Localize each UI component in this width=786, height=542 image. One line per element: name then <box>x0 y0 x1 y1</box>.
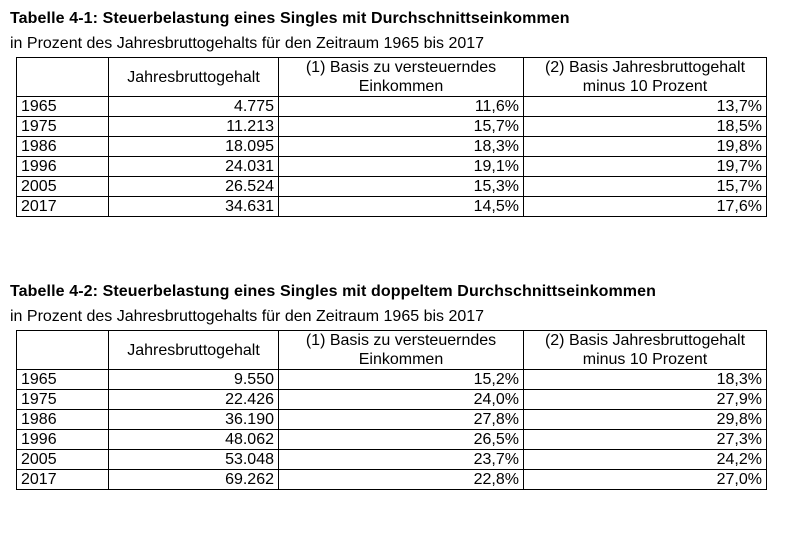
table-row: 1965 4.775 11,6% 13,7% <box>16 96 767 117</box>
basis-1-cell: 18,3% <box>278 136 524 157</box>
basis-1-cell: 24,0% <box>278 389 524 410</box>
basis-1-cell: 26,5% <box>278 429 524 450</box>
basis-1-cell: 19,1% <box>278 156 524 177</box>
table-row: 1975 22.426 24,0% 27,9% <box>16 389 767 410</box>
salary-cell: 24.031 <box>108 156 279 177</box>
header-cell-empty <box>16 330 109 370</box>
salary-cell: 36.190 <box>108 409 279 430</box>
salary-cell: 11.213 <box>108 116 279 137</box>
header-cell-salary: Jahresbruttogehalt <box>108 330 279 370</box>
table-row: 2005 26.524 15,3% 15,7% <box>16 176 767 197</box>
table-header-row: Jahresbruttogehalt (1) Basis zu versteue… <box>16 57 767 97</box>
year-cell: 2005 <box>16 449 109 470</box>
basis-1-cell: 11,6% <box>278 96 524 117</box>
year-cell: 1965 <box>16 369 109 390</box>
year-cell: 1975 <box>16 116 109 137</box>
basis-2-cell: 27,3% <box>523 429 767 450</box>
header-cell-basis-2: (2) Basis Jahresbruttogehalt minus 10 Pro… <box>523 57 767 97</box>
basis-1-cell: 15,7% <box>278 116 524 137</box>
table-title-text: Steuerbelastung eines Singles mit Durchs… <box>98 10 570 27</box>
table-title-text: Steuerbelastung eines Singles mit doppel… <box>98 283 656 300</box>
table-subtitle: in Prozent des Jahresbruttogehalts für d… <box>10 308 485 325</box>
basis-1-cell: 23,7% <box>278 449 524 470</box>
year-cell: 1986 <box>16 409 109 430</box>
basis-2-cell: 29,8% <box>523 409 767 430</box>
year-cell: 1986 <box>16 136 109 157</box>
salary-cell: 18.095 <box>108 136 279 157</box>
year-cell: 2017 <box>16 196 109 217</box>
data-table: Jahresbruttogehalt (1) Basis zu versteue… <box>16 330 767 490</box>
basis-2-cell: 13,7% <box>523 96 767 117</box>
basis-2-cell: 27,9% <box>523 389 767 410</box>
table-row: 2017 34.631 14,5% 17,6% <box>16 196 767 217</box>
table-row: 2017 69.262 22,8% 27,0% <box>16 469 767 490</box>
salary-cell: 69.262 <box>108 469 279 490</box>
salary-cell: 22.426 <box>108 389 279 410</box>
basis-2-cell: 24,2% <box>523 449 767 470</box>
basis-2-cell: 18,3% <box>523 369 767 390</box>
table-row: 2005 53.048 23,7% 24,2% <box>16 449 767 470</box>
table-title-number: Tabelle 4-1: <box>10 10 99 27</box>
basis-2-cell: 27,0% <box>523 469 767 490</box>
salary-cell: 9.550 <box>108 369 279 390</box>
salary-cell: 48.062 <box>108 429 279 450</box>
table-row: 1996 48.062 26,5% 27,3% <box>16 429 767 450</box>
table-row: 1986 18.095 18,3% 19,8% <box>16 136 767 157</box>
salary-cell: 26.524 <box>108 176 279 197</box>
table-row: 1996 24.031 19,1% 19,7% <box>16 156 767 177</box>
basis-2-cell: 19,7% <box>523 156 767 177</box>
table-title-number: Tabelle 4-2: <box>10 283 99 300</box>
year-cell: 2005 <box>16 176 109 197</box>
basis-1-cell: 22,8% <box>278 469 524 490</box>
basis-2-cell: 19,8% <box>523 136 767 157</box>
header-cell-salary: Jahresbruttogehalt <box>108 57 279 97</box>
salary-cell: 4.775 <box>108 96 279 117</box>
year-cell: 1975 <box>16 389 109 410</box>
table-block-4-1: Tabelle 4-1: Steuerbelastung eines Singl… <box>10 9 767 217</box>
salary-cell: 53.048 <box>108 449 279 470</box>
header-cell-basis-1: (1) Basis zu versteuerndes Einkommen <box>278 330 524 370</box>
basis-1-cell: 15,3% <box>278 176 524 197</box>
header-cell-basis-1: (1) Basis zu versteuerndes Einkommen <box>278 57 524 97</box>
year-cell: 1996 <box>16 156 109 177</box>
basis-2-cell: 18,5% <box>523 116 767 137</box>
basis-1-cell: 14,5% <box>278 196 524 217</box>
year-cell: 1965 <box>16 96 109 117</box>
table-block-4-2: Tabelle 4-2: Steuerbelastung eines Singl… <box>10 282 767 490</box>
table-row: 1986 36.190 27,8% 29,8% <box>16 409 767 430</box>
salary-cell: 34.631 <box>108 196 279 217</box>
basis-2-cell: 17,6% <box>523 196 767 217</box>
table-row: 1975 11.213 15,7% 18,5% <box>16 116 767 137</box>
year-cell: 1996 <box>16 429 109 450</box>
table-row: 1965 9.550 15,2% 18,3% <box>16 369 767 390</box>
basis-2-cell: 15,7% <box>523 176 767 197</box>
year-cell: 2017 <box>16 469 109 490</box>
basis-1-cell: 27,8% <box>278 409 524 430</box>
table-title: Tabelle 4-2: Steuerbelastung eines Singl… <box>10 282 767 302</box>
table-subtitle: in Prozent des Jahresbruttogehalts für d… <box>10 35 485 52</box>
basis-1-cell: 15,2% <box>278 369 524 390</box>
header-cell-basis-2: (2) Basis Jahresbruttogehalt minus 10 Pro… <box>523 330 767 370</box>
table-header-row: Jahresbruttogehalt (1) Basis zu versteue… <box>16 330 767 370</box>
data-table: Jahresbruttogehalt (1) Basis zu versteue… <box>16 57 767 217</box>
table-title: Tabelle 4-1: Steuerbelastung eines Singl… <box>10 9 767 29</box>
header-cell-empty <box>16 57 109 97</box>
